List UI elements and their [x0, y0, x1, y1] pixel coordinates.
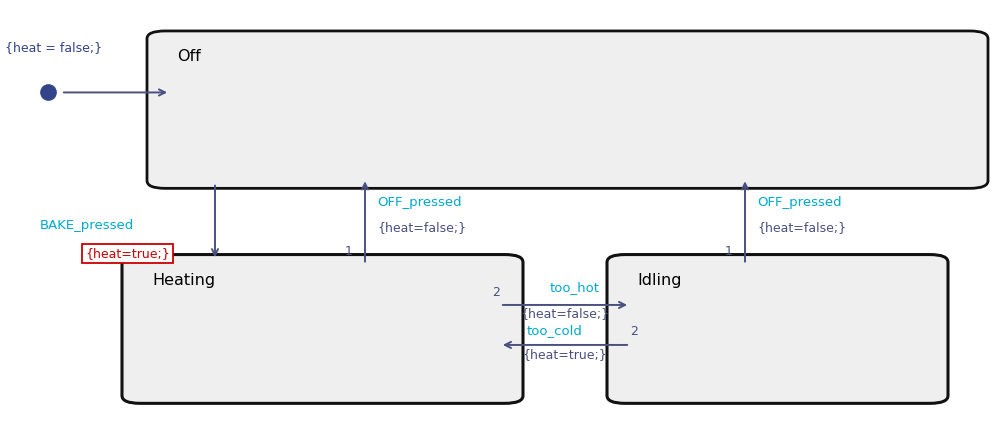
Text: {heat=false;}: {heat=false;}	[377, 221, 466, 234]
Text: Off: Off	[177, 49, 201, 64]
Text: {heat=true;}: {heat=true;}	[523, 348, 607, 361]
FancyBboxPatch shape	[147, 31, 988, 188]
Text: {heat=false;}: {heat=false;}	[520, 307, 610, 320]
Text: too_hot: too_hot	[550, 281, 600, 294]
Text: {heat=false;}: {heat=false;}	[757, 221, 846, 234]
Text: Idling: Idling	[637, 273, 682, 288]
Text: 2: 2	[630, 326, 638, 338]
FancyBboxPatch shape	[607, 255, 948, 403]
Text: 1: 1	[345, 245, 353, 258]
Text: BAKE_pressed: BAKE_pressed	[40, 219, 134, 232]
Text: too_cold: too_cold	[527, 324, 583, 337]
Text: {heat=true;}: {heat=true;}	[85, 247, 170, 260]
Text: 1: 1	[725, 245, 733, 258]
Text: {heat = false;}: {heat = false;}	[5, 41, 102, 54]
Text: 2: 2	[492, 286, 500, 298]
Text: OFF_pressed: OFF_pressed	[377, 196, 462, 209]
Text: OFF_pressed: OFF_pressed	[757, 196, 842, 209]
FancyBboxPatch shape	[122, 255, 523, 403]
Text: Heating: Heating	[152, 273, 215, 288]
